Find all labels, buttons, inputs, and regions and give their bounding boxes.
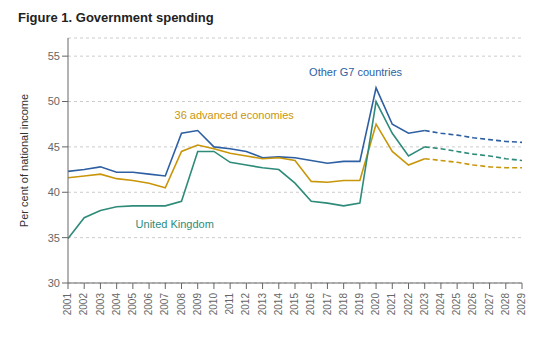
svg-text:2024: 2024 [435,293,446,316]
svg-text:2007: 2007 [159,293,170,316]
svg-text:50: 50 [48,95,60,107]
svg-text:2004: 2004 [111,293,122,316]
svg-text:United Kingdom: United Kingdom [136,218,214,230]
svg-text:2005: 2005 [127,293,138,316]
svg-text:2026: 2026 [467,293,478,316]
svg-text:2017: 2017 [322,293,333,316]
svg-text:36 advanced economies: 36 advanced economies [175,109,295,121]
html-text:Figure 1. Government spending: Figure 1. Government spending [18,10,214,25]
svg-text:40: 40 [48,186,60,198]
svg-text:30: 30 [48,277,60,289]
svg-text:2025: 2025 [451,293,462,316]
svg-text:2020: 2020 [370,293,381,316]
svg-text:2010: 2010 [208,293,219,316]
svg-text:45: 45 [48,141,60,153]
svg-text:2016: 2016 [305,293,316,316]
svg-text:55: 55 [48,50,60,62]
svg-text:2002: 2002 [78,293,89,316]
svg-text:2014: 2014 [273,293,284,316]
svg-text:2015: 2015 [289,293,300,316]
svg-text:2009: 2009 [192,293,203,316]
svg-text:2011: 2011 [224,293,235,315]
svg-text:2018: 2018 [338,293,349,316]
svg-text:2029: 2029 [516,293,527,316]
svg-text:2008: 2008 [176,293,187,316]
svg-text:2022: 2022 [403,293,414,316]
svg-text:2021: 2021 [386,293,397,316]
svg-text:Other G7 countries: Other G7 countries [309,66,402,78]
svg-text:2027: 2027 [484,293,495,316]
svg-text:2028: 2028 [500,293,511,316]
svg-text:2019: 2019 [354,293,365,316]
svg-text:2023: 2023 [419,293,430,316]
svg-text:2013: 2013 [257,293,268,316]
svg-text:35: 35 [48,232,60,244]
svg-text:2012: 2012 [240,293,251,316]
svg-text:Per cent of national income: Per cent of national income [18,94,30,227]
svg-text:2006: 2006 [143,293,154,316]
svg-text:2003: 2003 [95,293,106,316]
svg-text:2001: 2001 [62,293,73,316]
